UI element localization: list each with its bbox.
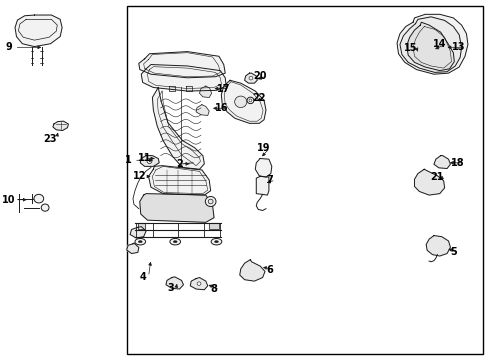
Polygon shape [130, 226, 146, 238]
Text: 17: 17 [217, 84, 230, 94]
Text: 9: 9 [5, 42, 12, 52]
Polygon shape [256, 176, 268, 195]
Polygon shape [140, 194, 214, 222]
Text: 1: 1 [124, 155, 131, 165]
Ellipse shape [147, 158, 152, 163]
Bar [126, 6, 483, 354]
Text: 3: 3 [166, 283, 173, 293]
Polygon shape [15, 15, 62, 46]
Text: 23: 23 [43, 134, 57, 144]
Text: 10: 10 [2, 195, 16, 205]
Polygon shape [168, 86, 174, 91]
Ellipse shape [169, 238, 180, 245]
Text: 8: 8 [210, 284, 217, 294]
Text: 21: 21 [430, 172, 443, 182]
Ellipse shape [248, 99, 251, 102]
Text: 7: 7 [266, 175, 273, 185]
Ellipse shape [41, 204, 49, 211]
Polygon shape [239, 260, 264, 281]
Polygon shape [53, 121, 68, 131]
Ellipse shape [246, 97, 253, 104]
Polygon shape [140, 156, 159, 166]
Text: 20: 20 [253, 71, 266, 81]
Ellipse shape [135, 238, 145, 245]
Polygon shape [396, 14, 467, 74]
Text: 15: 15 [403, 43, 417, 53]
Polygon shape [186, 86, 192, 91]
Text: 14: 14 [432, 40, 446, 49]
Polygon shape [433, 156, 449, 168]
Ellipse shape [173, 240, 177, 243]
Polygon shape [199, 86, 211, 98]
Ellipse shape [138, 240, 142, 243]
Text: 22: 22 [252, 93, 265, 103]
Polygon shape [196, 105, 209, 116]
Text: 2: 2 [176, 159, 183, 169]
Ellipse shape [205, 197, 216, 207]
Ellipse shape [214, 240, 218, 243]
Polygon shape [221, 80, 265, 123]
Polygon shape [141, 64, 226, 91]
Polygon shape [426, 235, 449, 256]
Ellipse shape [211, 238, 222, 245]
Text: 12: 12 [133, 171, 146, 181]
Text: 19: 19 [257, 143, 270, 153]
Text: 4: 4 [139, 272, 146, 282]
Text: 6: 6 [266, 265, 273, 275]
Text: 16: 16 [214, 103, 227, 113]
Text: 11: 11 [138, 153, 152, 163]
Polygon shape [399, 17, 461, 72]
Ellipse shape [197, 282, 201, 285]
Text: 18: 18 [450, 158, 464, 168]
Ellipse shape [34, 194, 43, 203]
Ellipse shape [248, 76, 252, 80]
Polygon shape [138, 223, 144, 229]
Polygon shape [190, 278, 207, 290]
Text: 13: 13 [451, 42, 465, 52]
Text: 5: 5 [449, 247, 456, 257]
Ellipse shape [208, 199, 213, 204]
Polygon shape [414, 169, 444, 195]
Polygon shape [244, 73, 257, 83]
Polygon shape [148, 166, 210, 195]
Polygon shape [255, 158, 271, 177]
Polygon shape [209, 223, 219, 229]
Polygon shape [126, 243, 139, 253]
Polygon shape [139, 51, 225, 78]
Polygon shape [152, 87, 204, 169]
Polygon shape [165, 277, 183, 289]
Ellipse shape [234, 96, 246, 108]
Polygon shape [406, 22, 453, 71]
